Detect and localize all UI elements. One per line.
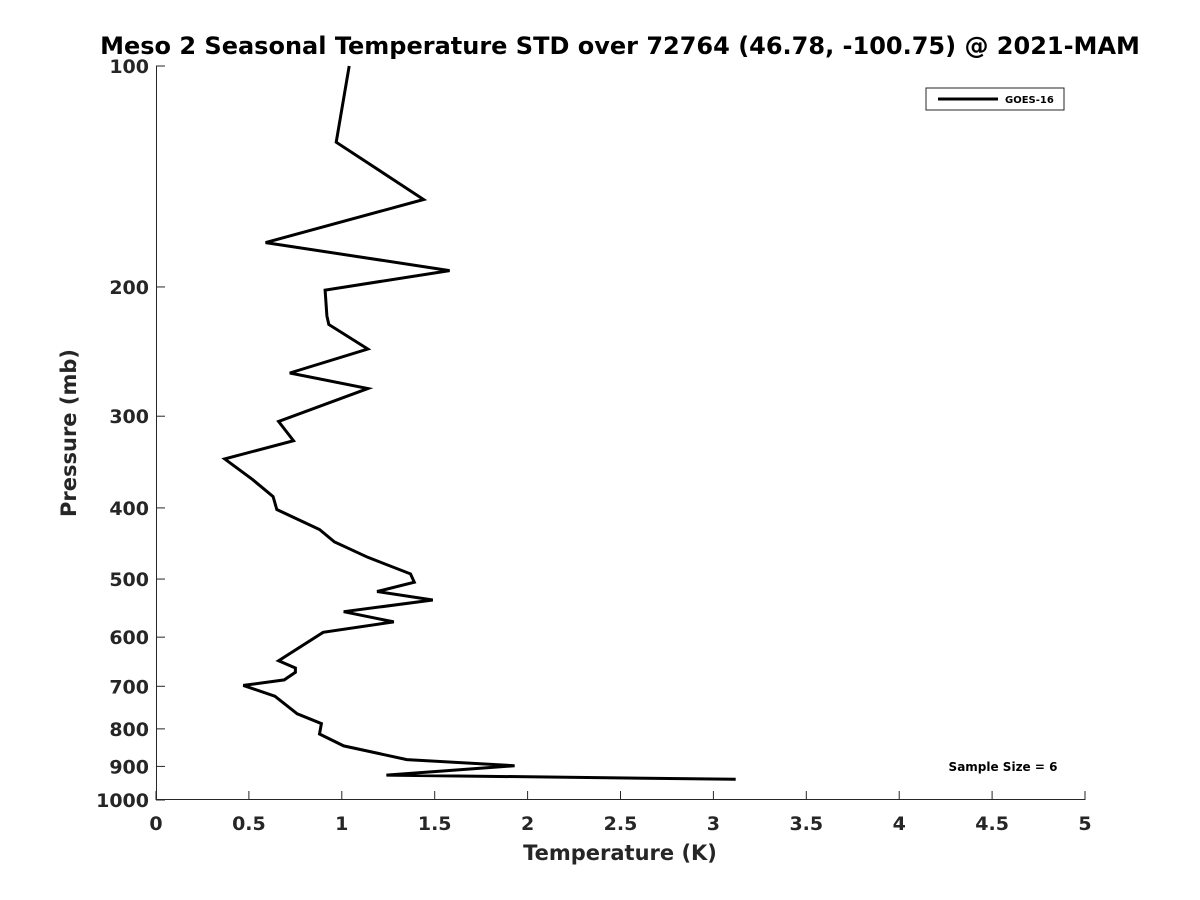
y-tick-label: 200 xyxy=(109,277,149,299)
x-tick-label: 5 xyxy=(1078,813,1091,835)
y-tick-label: 800 xyxy=(109,719,149,741)
x-tick-label: 2.5 xyxy=(604,813,638,835)
x-tick-label: 3 xyxy=(707,813,720,835)
x-tick-label: 1.5 xyxy=(418,813,452,835)
legend-label-goes-16: GOES-16 xyxy=(1005,95,1054,106)
series-layer xyxy=(221,65,736,781)
series-line-goes-16 xyxy=(221,65,736,781)
x-tick-label: 0.5 xyxy=(232,813,266,835)
y-tick-label: 700 xyxy=(109,676,149,698)
sample-size-annotation: Sample Size = 6 xyxy=(949,760,1058,774)
legend: GOES-16 xyxy=(925,87,1065,111)
x-axis-label: Temperature (K) xyxy=(523,841,717,865)
y-tick-label: 600 xyxy=(109,627,149,649)
x-tick-label: 4 xyxy=(893,813,906,835)
chart-title: Meso 2 Seasonal Temperature STD over 727… xyxy=(100,32,1140,60)
y-tick-label: 1000 xyxy=(96,790,149,812)
y-tick-label: 100 xyxy=(109,56,149,78)
y-ticks: 100 200 300 400 500 600 700 800 900 1000 xyxy=(96,56,165,812)
x-tick-label: 0 xyxy=(149,813,162,835)
y-tick-label: 400 xyxy=(109,498,149,520)
y-tick-label: 300 xyxy=(109,406,149,428)
y-tick-label: 500 xyxy=(109,569,149,591)
x-tick-label: 1 xyxy=(335,813,348,835)
x-tick-label: 4.5 xyxy=(975,813,1009,835)
x-tick-label: 2 xyxy=(521,813,534,835)
y-tick-label: 900 xyxy=(109,756,149,778)
plot-area: 0 0.5 1 1.5 2 2.5 3 3.5 4 4.5 5 100 200 300 400 500 600… xyxy=(96,56,1092,835)
x-tick-label: 3.5 xyxy=(789,813,823,835)
y-axis-label: Pressure (mb) xyxy=(57,349,81,517)
x-ticks: 0 0.5 1 1.5 2 2.5 3 3.5 4 4.5 5 xyxy=(149,791,1092,835)
